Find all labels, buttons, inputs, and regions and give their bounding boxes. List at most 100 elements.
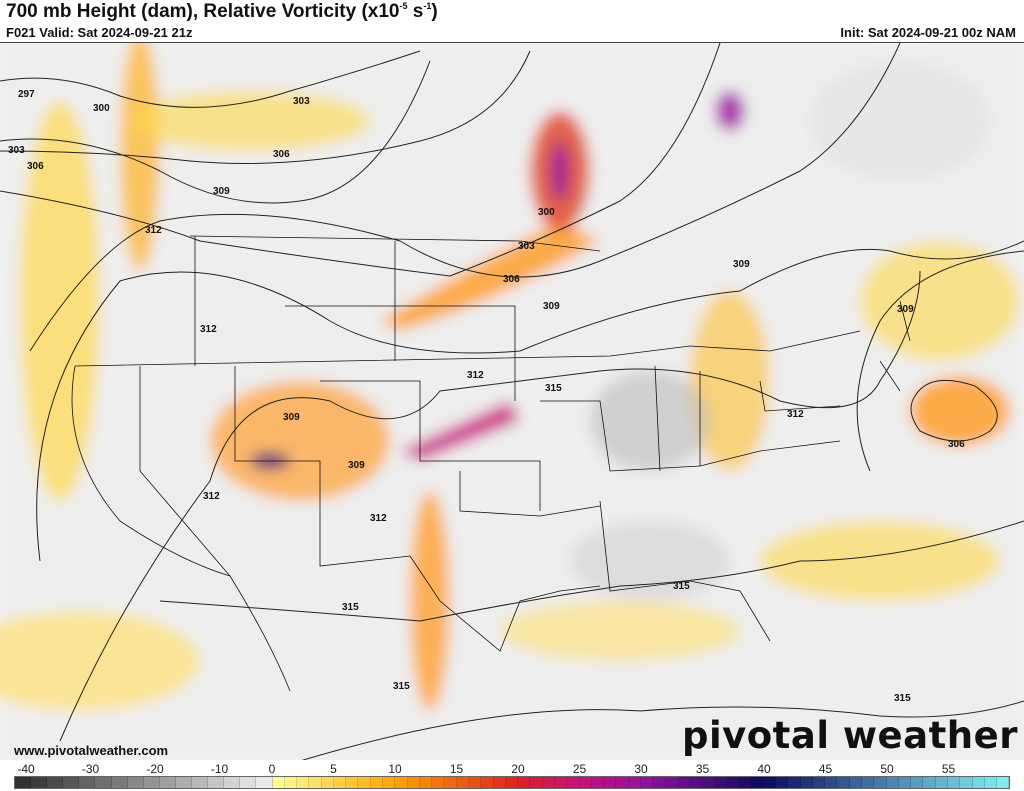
colorbar-bin: [898, 777, 912, 788]
contour-label: 315: [894, 693, 911, 704]
colorbar-bin: [554, 777, 568, 788]
title-end: ): [431, 1, 438, 22]
colorbar-bin: [256, 777, 273, 788]
colorbar-bin: [911, 777, 924, 788]
colorbar-bin: [79, 777, 96, 788]
contour-label: 315: [342, 602, 359, 613]
colorbar-bin: [751, 777, 764, 788]
website-credit: www.pivotalweather.com: [14, 743, 169, 758]
colorbar-bin: [159, 777, 176, 788]
colorbar-bin: [111, 777, 128, 788]
colorbar-bin: [702, 777, 715, 788]
colorbar-bin: [653, 777, 666, 788]
colorbar-tick-label: -30: [81, 762, 100, 776]
colorbar-tick-label: 50: [880, 762, 894, 776]
colorbar-bin: [346, 777, 359, 788]
colorbar-bin: [640, 777, 654, 788]
colorbar-bin: [677, 777, 691, 788]
colorbar-bin: [370, 777, 384, 788]
colorbar-tick-label: -10: [210, 762, 229, 776]
colorbar-bin: [591, 777, 605, 788]
colorbar-bin: [984, 777, 998, 788]
colorbar-bin: [776, 777, 789, 788]
contour-label: 306: [948, 439, 965, 450]
colorbar-bin: [208, 777, 225, 788]
colorbar-bin: [972, 777, 985, 788]
colorbar-bin: [579, 777, 592, 788]
contour-label: 309: [348, 460, 365, 471]
colorbar-tick-label: -40: [17, 762, 35, 776]
colorbar-bin: [309, 777, 322, 788]
colorbar-bin: [297, 777, 310, 788]
colorbar-bin: [714, 777, 727, 788]
map-title: 700 mb Height (dam), Relative Vorticity …: [6, 1, 438, 22]
colorbar-bin: [947, 777, 961, 788]
contour-label: 312: [787, 409, 804, 420]
colorbar-tick-label: 0: [268, 762, 276, 776]
colorbar-tick-label: 30: [634, 762, 648, 776]
contour-label: 315: [545, 383, 562, 394]
colorbar-tick-label: 20: [511, 762, 525, 776]
colorbar-bin: [739, 777, 752, 788]
colorbar-bin: [407, 777, 420, 788]
colorbar-bin: [923, 777, 936, 788]
colorbar-bin: [272, 777, 285, 788]
height-contours: [0, 43, 1024, 761]
title-exponent: -5: [399, 1, 408, 11]
colorbar-bin: [192, 777, 209, 788]
colorbar-bin: [358, 777, 371, 788]
init-time: Init: Sat 2024-09-21 00z NAM: [840, 25, 1016, 40]
title-unit: s: [407, 1, 424, 22]
colorbar-tick-label: 10: [388, 762, 402, 776]
contour-label: 303: [293, 96, 310, 107]
contour-label: 309: [213, 186, 230, 197]
colorbar-bin: [284, 777, 298, 788]
colorbar-tick-label: -20: [146, 762, 164, 776]
colorbar-bin: [95, 777, 112, 788]
colorbar: -40 -30 -20 -10 0 5 10 15 20 25 30 35 40 45 50 55: [0, 760, 1024, 791]
contour-label: 309: [543, 301, 560, 312]
colorbar-bin: [419, 777, 433, 788]
contour-label: 312: [203, 491, 220, 502]
colorbar-bin: [690, 777, 703, 788]
contour-label: 303: [518, 241, 535, 252]
colorbar-bin: [47, 777, 64, 788]
colorbar-bin: [143, 777, 160, 788]
colorbar-tick-label: 40: [757, 762, 771, 776]
colorbar-bin: [175, 777, 193, 788]
colorbar-bin: [456, 777, 469, 788]
contour-label: 309: [733, 259, 750, 270]
colorbar-bin: [935, 777, 948, 788]
colorbar-bin: [493, 777, 506, 788]
colorbar-bin: [31, 777, 48, 788]
colorbar-bin: [616, 777, 629, 788]
colorbar-ticks: -40 -30 -20 -10 0 5 10 15 20 25 30 35 40 45 50 55: [0, 762, 1024, 776]
colorbar-bin: [530, 777, 543, 788]
colorbar-bin: [812, 777, 826, 788]
pivotal-weather-logo: pivotal weather: [681, 714, 1018, 757]
contour-label: 300: [93, 103, 110, 114]
contour-label: 297: [18, 89, 35, 100]
colorbar-tick-label: 45: [818, 762, 833, 776]
colorbar-bin: [127, 777, 144, 788]
colorbar-bin: [665, 777, 678, 788]
valid-time: F021 Valid: Sat 2024-09-21 21z: [6, 25, 193, 40]
colorbar-bin: [628, 777, 641, 788]
contour-label: 315: [673, 581, 690, 592]
colorbar-bin: [604, 777, 617, 788]
colorbar-bin: [849, 777, 862, 788]
colorbar-bin: [788, 777, 801, 788]
weather-map[interactable]: 297 300 303 306 309 312 303 306 300 303 …: [0, 42, 1024, 761]
contour-label: 312: [370, 513, 387, 524]
contour-label: 303: [8, 145, 25, 156]
contour-label: 300: [538, 207, 555, 218]
colorbar-bin: [862, 777, 875, 788]
colorbar-bin: [518, 777, 531, 788]
colorbar-bin: [444, 777, 457, 788]
colorbar-bin: [240, 777, 257, 788]
colorbar-bin: [395, 777, 408, 788]
contour-label: 312: [145, 225, 162, 236]
colorbar-bin: [542, 777, 555, 788]
title-text: 700 mb Height (dam), Relative Vorticity …: [6, 1, 400, 22]
contour-label: 312: [467, 370, 484, 381]
